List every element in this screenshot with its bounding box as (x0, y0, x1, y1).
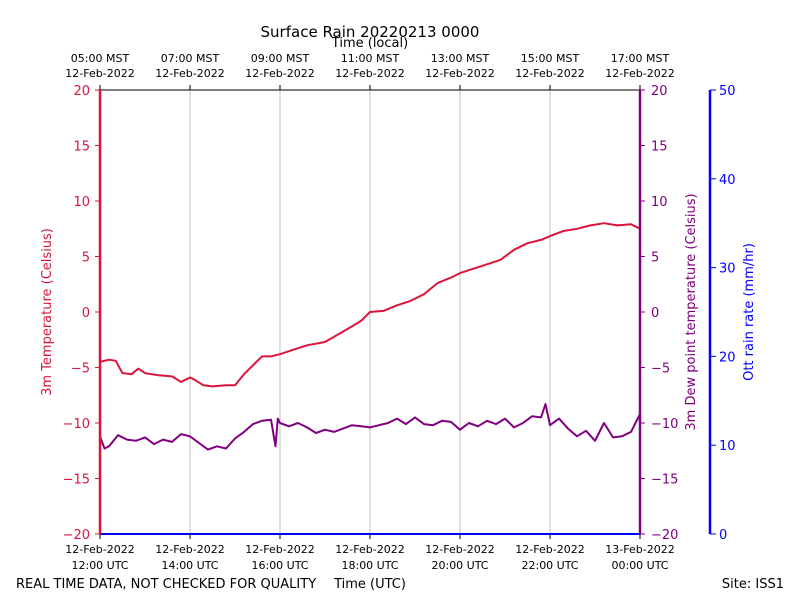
bottom-tick-date: 13-Feb-2022 (605, 543, 674, 556)
x-axis-label: Time (UTC) (333, 577, 406, 592)
left-tick-label: 20 (73, 84, 90, 99)
3m-dew-point-temperature-line (99, 403, 641, 451)
bottom-tick-date: 12-Feb-2022 (425, 543, 494, 556)
top-tick-date: 12-Feb-2022 (605, 67, 674, 80)
left-tick-label: −5 (71, 362, 90, 377)
right-axis-ticks: −20 −15 −10 −5 0 5 10 15 20 (640, 84, 678, 543)
right-tick-label: 10 (651, 195, 668, 210)
right-tick-label: 0 (651, 306, 659, 321)
right-tick-label: −10 (651, 417, 678, 432)
right-tick-label: −20 (651, 528, 678, 543)
rain-tick-label: 40 (719, 173, 736, 188)
bottom-tick-date: 12-Feb-2022 (245, 543, 314, 556)
left-tick-label: −15 (63, 473, 90, 488)
site-label: Site: ISS1 (722, 577, 784, 592)
bottom-tick-date: 12-Feb-2022 (65, 543, 134, 556)
rain-tick-label: 50 (719, 84, 736, 99)
top-tick-time: 11:00 MST (341, 52, 400, 65)
top-tick-time: 05:00 MST (71, 52, 130, 65)
bottom-tick-date: 12-Feb-2022 (155, 543, 224, 556)
top-tick-date: 12-Feb-2022 (65, 67, 134, 80)
left-tick-label: 10 (73, 195, 90, 210)
top-tick-time: 13:00 MST (431, 52, 490, 65)
right-tick-label: 15 (651, 140, 668, 155)
chart-title: Surface Rain 20220213 0000 (261, 23, 480, 41)
bottom-tick-date: 12-Feb-2022 (515, 543, 584, 556)
bottom-tick-time: 16:00 UTC (251, 559, 308, 572)
top-tick-date: 12-Feb-2022 (335, 67, 404, 80)
bottom-tick-time: 12:00 UTC (71, 559, 128, 572)
left-axis-ticks: −20 −15 −10 −5 0 5 10 15 20 (63, 84, 100, 543)
left-tick-label: −10 (63, 417, 90, 432)
top-tick-time: 07:00 MST (161, 52, 220, 65)
rain-axis-ticks: 0 10 20 30 40 50 (710, 84, 736, 543)
left-tick-label: 5 (82, 251, 90, 266)
top-tick-date: 12-Feb-2022 (515, 67, 584, 80)
rain-tick-label: 10 (719, 439, 736, 454)
top-axis-ticks: 05:00 MST 12-Feb-2022 07:00 MST 12-Feb-2022… (65, 52, 675, 90)
bottom-tick-time: 14:00 UTC (161, 559, 218, 572)
rain-tick-label: 30 (719, 262, 736, 277)
bottom-axis-ticks: 12-Feb-2022 12:00 UTC 12-Feb-2022 14:00 UTC… (65, 534, 675, 572)
bottom-tick-time: 18:00 UTC (341, 559, 398, 572)
rain-tick-label: 0 (719, 528, 727, 543)
top-tick-time: 15:00 MST (521, 52, 580, 65)
rain-axis-label: Ott rain rate (mm/hr) (742, 243, 757, 381)
right-tick-label: 20 (651, 84, 668, 99)
top-tick-time: 09:00 MST (251, 52, 310, 65)
bottom-tick-time: 00:00 UTC (611, 559, 668, 572)
right-tick-label: −5 (651, 362, 670, 377)
left-tick-label: 0 (82, 306, 90, 321)
bottom-tick-time: 20:00 UTC (431, 559, 488, 572)
top-tick-date: 12-Feb-2022 (425, 67, 494, 80)
right-tick-label: −15 (651, 473, 678, 488)
top-tick-date: 12-Feb-2022 (245, 67, 314, 80)
3m-temperature-line (99, 222, 641, 388)
left-axis-label: 3m Temperature (Celsius) (40, 228, 55, 396)
right-axis-label: 3m Dew point temperature (Celsius) (684, 193, 699, 430)
left-tick-label: 15 (73, 140, 90, 155)
quality-disclaimer: REAL TIME DATA, NOT CHECKED FOR QUALITY (16, 577, 316, 592)
bottom-tick-time: 22:00 UTC (521, 559, 578, 572)
right-tick-label: 5 (651, 251, 659, 266)
top-axis-title: Time (local) (331, 36, 408, 51)
top-tick-date: 12-Feb-2022 (155, 67, 224, 80)
bottom-tick-date: 12-Feb-2022 (335, 543, 404, 556)
top-tick-time: 17:00 MST (611, 52, 670, 65)
left-tick-label: −20 (63, 528, 90, 543)
rain-tick-label: 20 (719, 350, 736, 365)
